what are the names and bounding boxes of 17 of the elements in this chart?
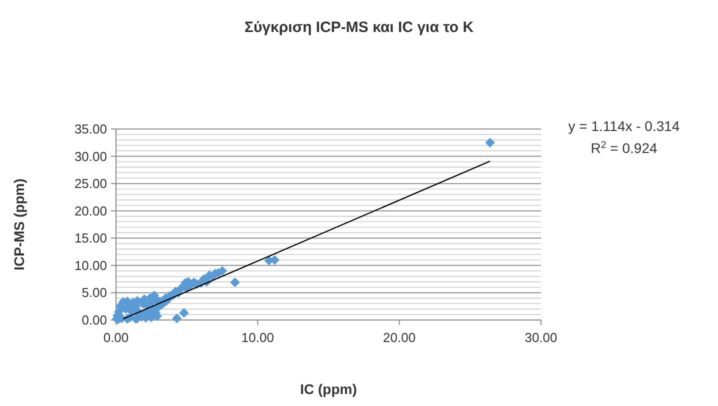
y-tick-label: 15.00 [74, 230, 107, 246]
y-tick-label: 20.00 [74, 203, 107, 218]
text: y = 1.114x - 0.314 [568, 118, 680, 134]
x-tick-label: 20.00 [383, 330, 416, 345]
x-tick-label: 30.00 [524, 330, 558, 345]
x-tick-label: 0.00 [103, 330, 129, 345]
y-tick-label: 10.00 [74, 258, 107, 273]
y-tick-label: 5.00 [82, 285, 107, 300]
y-axis-title: ICP-MS (ppm) [11, 178, 27, 270]
y-tick-label: 0.00 [82, 312, 107, 328]
text: R$^{2}$ = 0.924 [590, 140, 658, 156]
y-tick-label: 25.00 [74, 176, 107, 192]
x-axis-title: IC (ppm) [300, 381, 357, 397]
y-tick-label: 30.00 [74, 148, 107, 164]
chart-title: Σύγκριση ICP-MS και IC για το Κ [244, 19, 474, 36]
y-tick-label: 35.00 [74, 122, 107, 136]
x-tick-label: 10.00 [241, 330, 274, 345]
